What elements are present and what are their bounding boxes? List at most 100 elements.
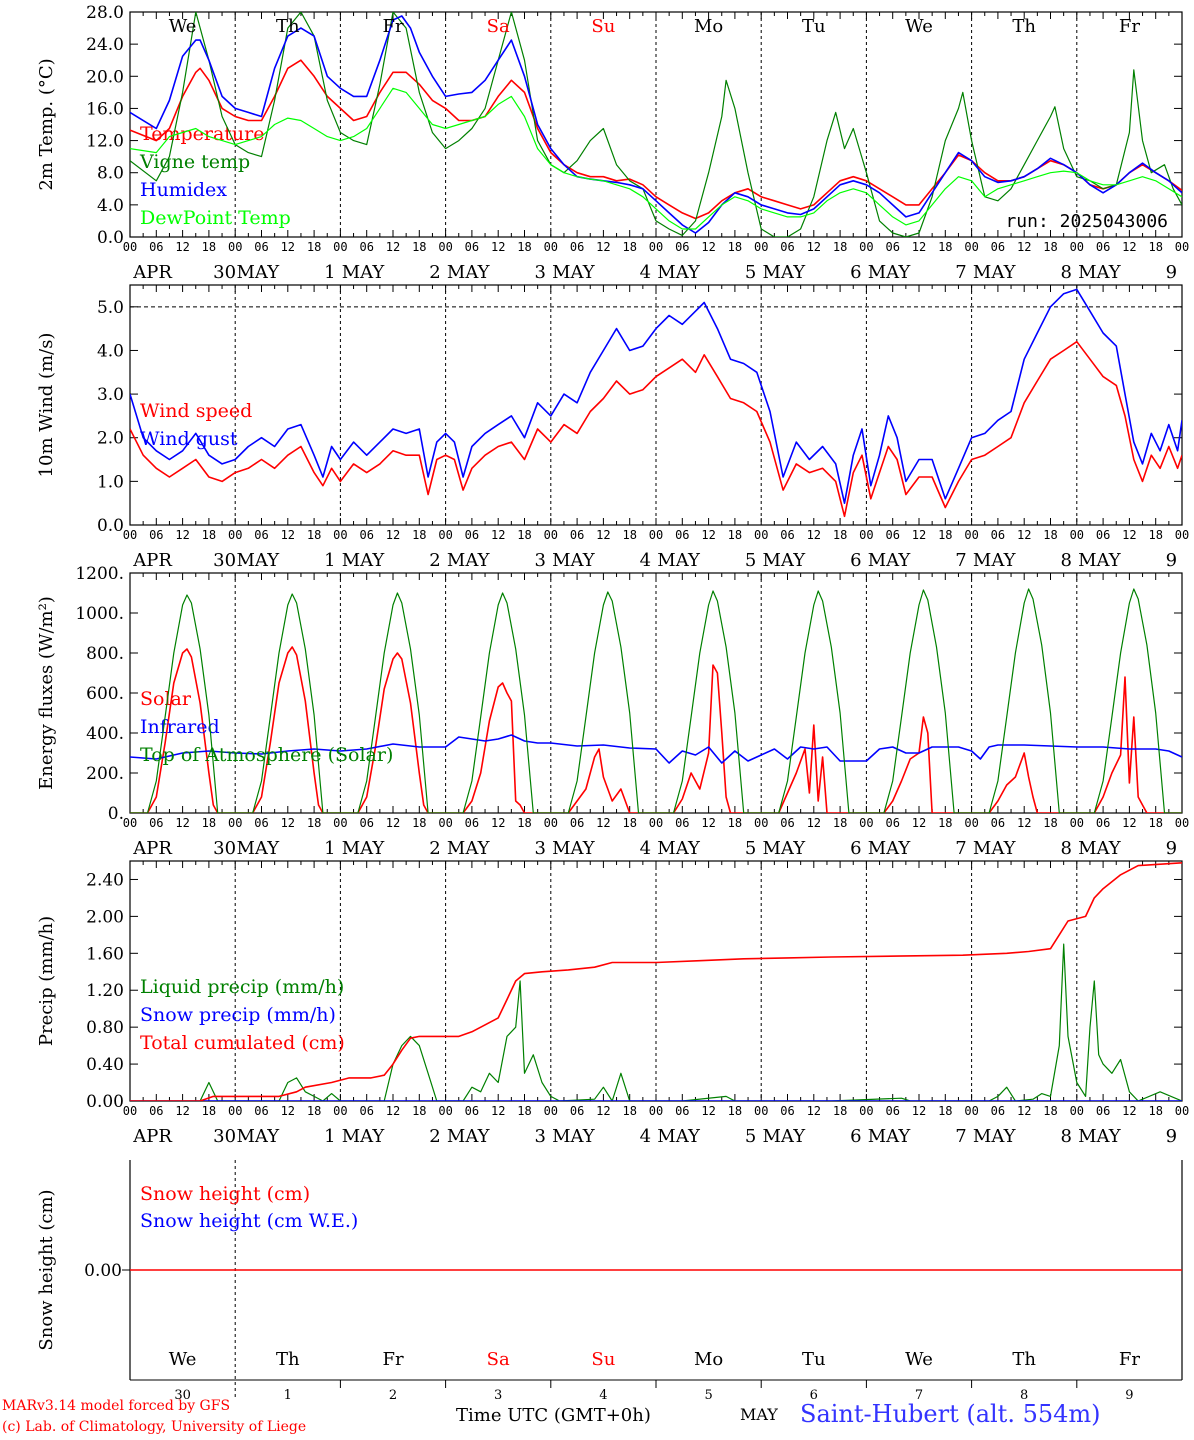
day-number: 2 xyxy=(389,1388,397,1403)
hour-label: 06 xyxy=(991,816,1005,830)
hour-label: 18 xyxy=(517,1104,531,1118)
hour-label: 18 xyxy=(938,816,952,830)
hour-label: 12 xyxy=(491,1104,505,1118)
date-day: 1 xyxy=(324,550,335,571)
hour-label: 00 xyxy=(1175,816,1189,830)
hour-label: 00 xyxy=(859,240,873,254)
date-day: 2 xyxy=(429,838,440,859)
date-day: 2 xyxy=(429,262,440,283)
y-axis-label: 10m Wind (m/s) xyxy=(36,333,57,478)
date-month: MAY xyxy=(763,550,807,571)
hour-label: 06 xyxy=(149,816,163,830)
hour-label: 00 xyxy=(754,528,768,542)
hour-label: 12 xyxy=(175,528,189,542)
panel-2: 0.01.02.03.04.05.000 06 12 18 00 06 12 18 00 06 12… xyxy=(36,284,1189,571)
date-month: MAY xyxy=(763,262,807,283)
date-day: 7 xyxy=(955,1126,966,1147)
date-day: 30 xyxy=(213,1126,236,1147)
weekday-label: Tu xyxy=(802,16,826,37)
weekday-label: We xyxy=(169,16,197,37)
hour-label: 00 xyxy=(228,240,242,254)
hour-label: 18 xyxy=(517,816,531,830)
day-number: 4 xyxy=(599,1388,607,1403)
legend-entry: Wind speed xyxy=(140,400,252,422)
hour-label: 00 xyxy=(544,1104,558,1118)
legend-entry: Solar xyxy=(140,688,192,710)
y-tick-label: 1.0 xyxy=(97,472,124,492)
hour-label: 06 xyxy=(780,816,794,830)
date-month: APR xyxy=(132,1126,172,1147)
date-day: 30 xyxy=(213,550,236,571)
date-month: APR xyxy=(132,550,172,571)
hour-label: 18 xyxy=(412,1104,426,1118)
hour-label: 06 xyxy=(254,240,268,254)
hour-label: 00 xyxy=(1175,528,1189,542)
date-day: 8 xyxy=(1060,838,1071,859)
hour-label: 18 xyxy=(1148,1104,1162,1118)
hour-label: 18 xyxy=(202,816,216,830)
hour-label: 18 xyxy=(517,528,531,542)
hour-label: 18 xyxy=(1043,1104,1057,1118)
hour-label: 18 xyxy=(412,528,426,542)
time-axis-label: Time UTC (GMT+0h) xyxy=(456,1405,651,1426)
legend-entry: Wind gust xyxy=(140,428,238,450)
hour-label: 18 xyxy=(517,240,531,254)
hour-label: 18 xyxy=(938,1104,952,1118)
hour-label: 06 xyxy=(780,1104,794,1118)
series-humidex xyxy=(130,15,1182,234)
hour-label: 18 xyxy=(833,1104,847,1118)
date-month: MAY xyxy=(657,262,701,283)
hour-label: 00 xyxy=(123,1104,137,1118)
hour-label: 00 xyxy=(1175,1104,1189,1118)
date-month: MAY xyxy=(1078,262,1122,283)
hour-label: 18 xyxy=(307,528,321,542)
y-tick-label: 8.0 xyxy=(97,164,124,184)
date-day: 4 xyxy=(640,1126,651,1147)
hour-label: 06 xyxy=(885,816,899,830)
date-month: MAY xyxy=(237,838,281,859)
date-day: 3 xyxy=(534,550,545,571)
hour-label: 12 xyxy=(807,528,821,542)
hour-label: 00 xyxy=(333,1104,347,1118)
series-dewpoint-temp xyxy=(130,87,1182,230)
y-tick-label: 4.0 xyxy=(97,341,124,361)
date-day: 30 xyxy=(213,838,236,859)
date-day: 4 xyxy=(640,550,651,571)
hour-label: 12 xyxy=(596,528,610,542)
hour-label: 18 xyxy=(728,528,742,542)
hour-label: 00 xyxy=(1070,528,1084,542)
hour-label: 00 xyxy=(1175,240,1189,254)
hour-label: 12 xyxy=(1122,816,1136,830)
weekday-label: Th xyxy=(1012,16,1036,37)
y-tick-label: 2.00 xyxy=(86,907,124,927)
date-day: 3 xyxy=(534,1126,545,1147)
hour-label: 06 xyxy=(1096,1104,1110,1118)
weekday-label: Mo xyxy=(694,16,723,37)
hour-label: 12 xyxy=(596,240,610,254)
date-month: MAY xyxy=(657,838,701,859)
hour-label: 12 xyxy=(386,528,400,542)
date-month: MAY xyxy=(447,1126,491,1147)
date-month: MAY xyxy=(973,838,1017,859)
hour-label: 12 xyxy=(175,240,189,254)
hour-label: 18 xyxy=(1043,240,1057,254)
date-day: 4 xyxy=(640,262,651,283)
hour-label: 06 xyxy=(675,240,689,254)
hour-label: 12 xyxy=(912,240,926,254)
hour-label: 06 xyxy=(885,1104,899,1118)
hour-label: 12 xyxy=(1017,816,1031,830)
date-day: 5 xyxy=(745,1126,756,1147)
date-month: MAY xyxy=(973,262,1017,283)
hour-label: 06 xyxy=(570,1104,584,1118)
y-tick-label: 4.0 xyxy=(97,196,124,216)
legend-entry: Snow height (cm W.E.) xyxy=(140,1210,358,1232)
day-number: 9 xyxy=(1125,1388,1133,1403)
y-axis-label: 2m Temp. (°C) xyxy=(36,58,57,190)
date-day: 9 xyxy=(1166,262,1177,283)
hour-label: 06 xyxy=(254,528,268,542)
series-infrared xyxy=(130,734,1182,764)
y-tick-label: 0.00 xyxy=(84,1261,122,1281)
series-liquid-precip-mm-h xyxy=(130,943,1182,1101)
hour-label: 12 xyxy=(281,528,295,542)
